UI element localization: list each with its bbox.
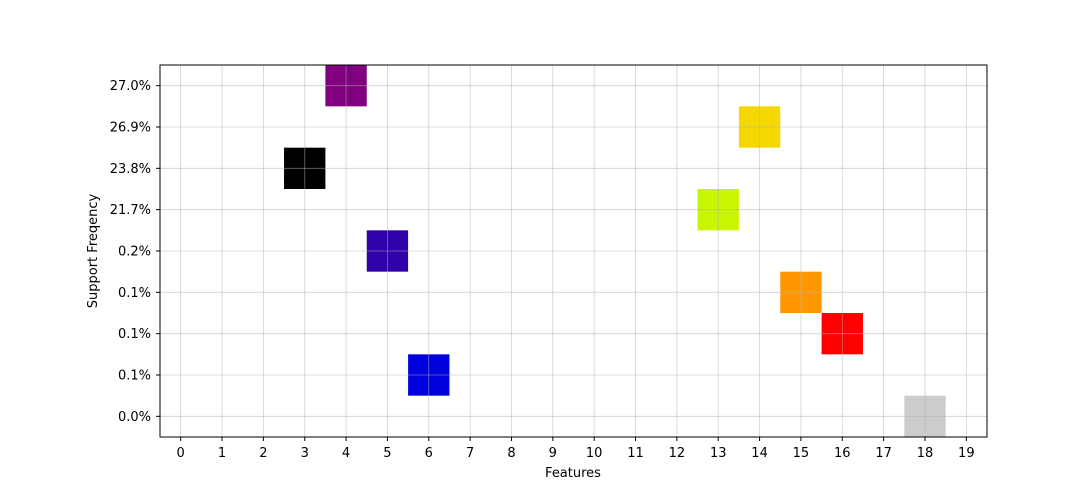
y-tick-label: 0.1% [118,286,151,301]
x-tick-label: 0 [177,446,185,461]
x-tick-label: 13 [710,446,727,461]
y-axis: 0.0% 0.1% 0.1% 0.1% 0.2% 21.7% 23.8% 26.9% 27.0% [110,79,160,425]
x-tick-label: 14 [751,446,768,461]
x-axis-label: Features [545,466,601,480]
x-tick-label: 18 [917,446,934,461]
y-tick-label: 26.9% [110,121,151,136]
x-tick-label: 12 [669,446,686,461]
x-tick-label: 16 [834,446,851,461]
y-tick-label: 0.1% [118,327,151,342]
x-tick-label: 11 [627,446,644,461]
x-tick-label: 10 [586,446,603,461]
x-tick-label: 2 [259,446,267,461]
y-tick-label: 0.1% [118,369,151,384]
x-tick-label: 15 [793,446,810,461]
x-tick-label: 9 [549,446,557,461]
x-tick-label: 6 [425,446,433,461]
x-tick-label: 17 [875,446,892,461]
x-tick-label: 1 [218,446,226,461]
grid-layer [160,65,987,437]
x-axis: 0 1 2 3 4 5 6 7 8 9 10 11 12 13 14 15 16 17 18 19 [177,437,975,461]
y-tick-label: 27.0% [110,79,151,94]
y-tick-label: 0.0% [118,410,151,425]
y-tick-label: 0.2% [118,245,151,260]
y-tick-label: 21.7% [110,203,151,218]
x-tick-label: 8 [507,446,515,461]
y-tick-label: 23.8% [110,162,151,177]
x-tick-label: 3 [301,446,309,461]
x-tick-label: 4 [342,446,350,461]
x-tick-label: 7 [466,446,474,461]
x-tick-label: 5 [383,446,391,461]
x-tick-label: 19 [958,446,975,461]
y-axis-label: Support Freqency [86,193,101,308]
